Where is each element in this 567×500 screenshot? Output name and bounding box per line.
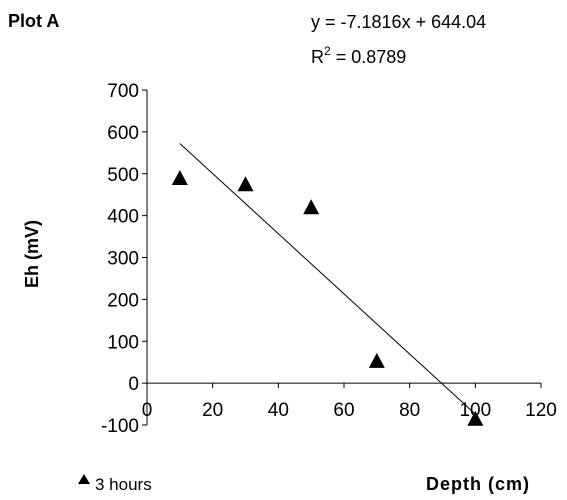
data-point-triangle xyxy=(303,199,320,215)
y-tick-label: 600 xyxy=(107,123,139,144)
data-point-triangle xyxy=(467,410,484,426)
y-tick-label: 400 xyxy=(107,207,139,228)
y-tick-label: 100 xyxy=(107,332,139,353)
legend-label: 3 hours xyxy=(95,475,152,494)
data-point-triangle xyxy=(171,169,188,185)
legend-triangle-marker xyxy=(78,474,90,484)
x-tick-label: 40 xyxy=(268,400,289,421)
y-tick-label: -100 xyxy=(101,416,139,437)
y-tick-label: 200 xyxy=(107,290,139,311)
y-tick-label: 300 xyxy=(107,249,139,270)
chart-title: Plot A xyxy=(8,11,59,31)
x-axis-title: Depth (cm) xyxy=(426,474,530,494)
x-tick-label: 20 xyxy=(202,400,223,421)
y-axis-ticks: -100 0 100 200 300 400 500 600 700 xyxy=(101,81,147,437)
y-tick-label: 0 xyxy=(128,374,139,395)
x-tick-label: 120 xyxy=(525,400,557,421)
x-tick-label: 100 xyxy=(459,400,491,421)
data-point-triangle xyxy=(237,176,254,192)
x-tick-label: 80 xyxy=(399,400,420,421)
y-tick-label: 700 xyxy=(107,81,139,102)
trendline-equation: y = -7.1816x + 644.04 xyxy=(311,12,486,32)
r-squared-label: R2 = 0.8789 xyxy=(311,44,406,67)
legend: 3 hours xyxy=(78,474,152,494)
x-tick-label: 60 xyxy=(333,400,354,421)
y-axis-title: Eh (mV) xyxy=(22,220,42,288)
y-tick-label: 500 xyxy=(107,165,139,186)
data-points xyxy=(171,169,484,426)
x-axis-ticks: 0 20 40 60 80 100 120 xyxy=(142,383,557,421)
trendline xyxy=(179,143,476,415)
data-point-triangle xyxy=(368,352,385,368)
